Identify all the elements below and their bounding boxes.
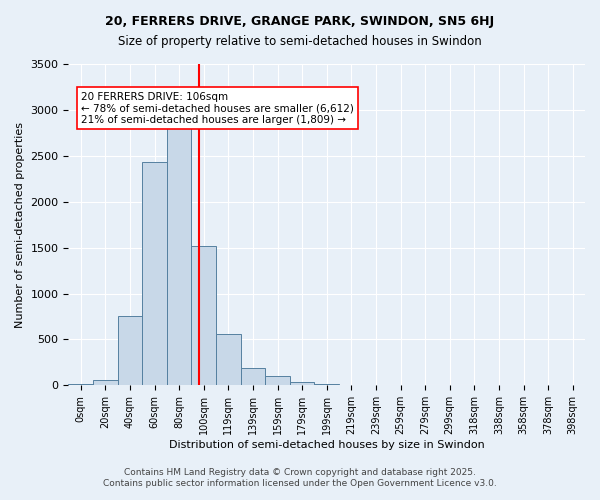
Bar: [118, 316, 142, 386]
X-axis label: Distribution of semi-detached houses by size in Swindon: Distribution of semi-detached houses by …: [169, 440, 485, 450]
Text: 20, FERRERS DRIVE, GRANGE PARK, SWINDON, SN5 6HJ: 20, FERRERS DRIVE, GRANGE PARK, SWINDON,…: [106, 15, 494, 28]
Bar: [191, 246, 216, 386]
Bar: [290, 382, 314, 386]
Bar: [265, 376, 290, 386]
Bar: [167, 122, 191, 386]
Text: Size of property relative to semi-detached houses in Swindon: Size of property relative to semi-detach…: [118, 35, 482, 48]
Bar: [241, 368, 265, 386]
Text: 20 FERRERS DRIVE: 106sqm
← 78% of semi-detached houses are smaller (6,612)
21% o: 20 FERRERS DRIVE: 106sqm ← 78% of semi-d…: [81, 92, 353, 124]
Bar: [68, 384, 93, 386]
Bar: [142, 162, 167, 386]
Bar: [216, 334, 241, 386]
Y-axis label: Number of semi-detached properties: Number of semi-detached properties: [15, 122, 25, 328]
Bar: [93, 380, 118, 386]
Text: Contains HM Land Registry data © Crown copyright and database right 2025.
Contai: Contains HM Land Registry data © Crown c…: [103, 468, 497, 487]
Bar: [314, 384, 339, 386]
